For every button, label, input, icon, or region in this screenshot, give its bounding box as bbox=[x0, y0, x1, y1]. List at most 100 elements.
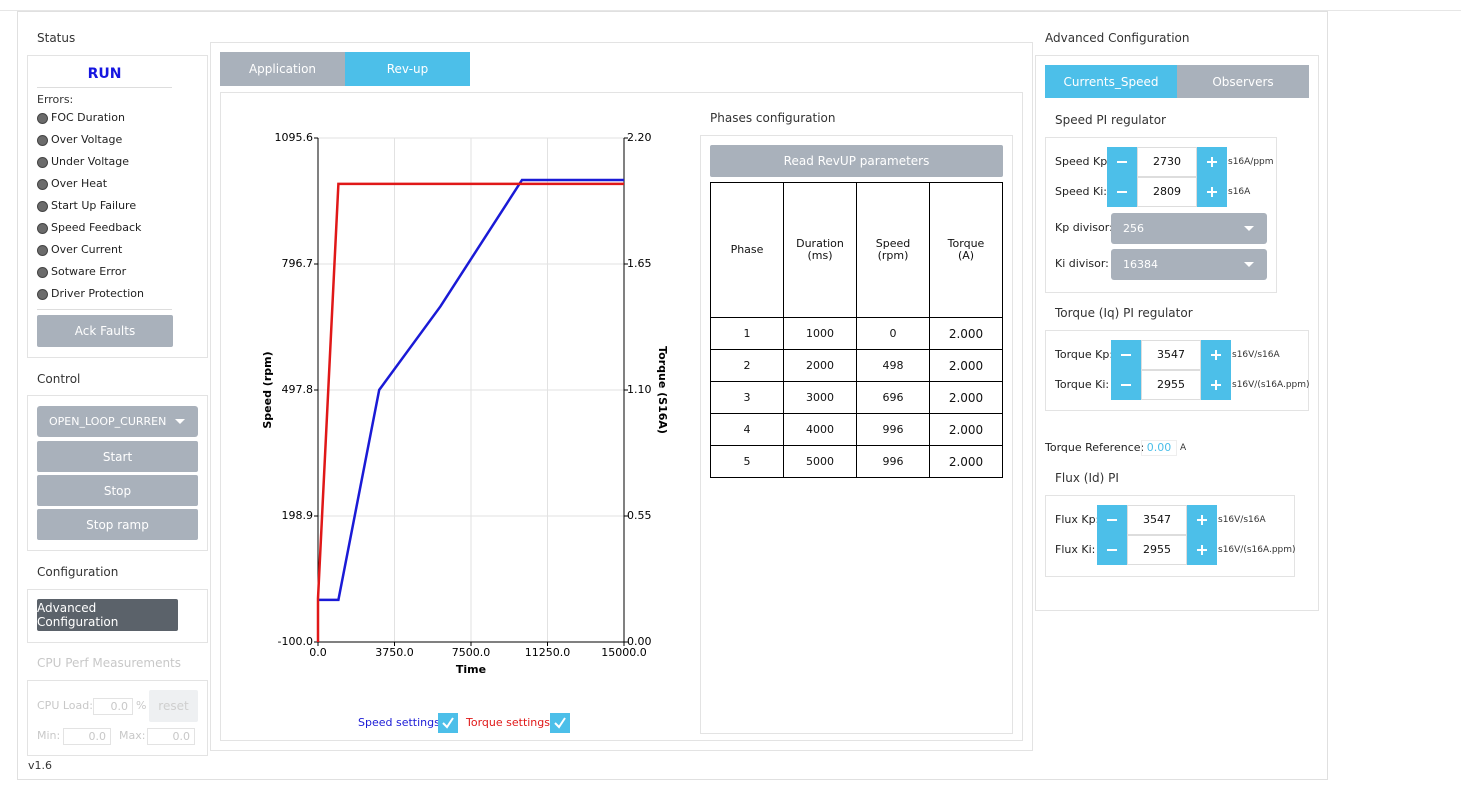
error-label: Start Up Failure bbox=[51, 199, 137, 212]
table-cell: 2000 bbox=[783, 349, 857, 382]
table-cell: 996 bbox=[856, 445, 930, 478]
torque-pi-title: Torque (Iq) PI regulator bbox=[1055, 306, 1193, 320]
table-cell: 2.000 bbox=[929, 317, 1003, 350]
cpu-title: CPU Perf Measurements bbox=[37, 656, 182, 670]
error-led bbox=[37, 245, 48, 256]
torque-ref-label: Torque Reference: bbox=[1045, 441, 1145, 454]
cpu-load-unit: % bbox=[136, 699, 147, 712]
minus-button[interactable] bbox=[1097, 535, 1127, 565]
error-led bbox=[37, 113, 48, 124]
table-cell: 4 bbox=[710, 413, 784, 446]
header-text: Torque bbox=[947, 237, 985, 250]
divisor-dropdown[interactable]: 256 bbox=[1111, 213, 1267, 244]
header-text: (A) bbox=[957, 249, 975, 262]
spin-label: Flux Kp: bbox=[1055, 513, 1100, 526]
y2-axis-title: Torque (S16A) bbox=[656, 346, 669, 434]
tab-observers[interactable]: Observers bbox=[1177, 65, 1309, 98]
table-cell: 498 bbox=[856, 349, 930, 382]
spin-value[interactable]: 2955 bbox=[1127, 535, 1187, 565]
error-led bbox=[37, 157, 48, 168]
minus-button[interactable] bbox=[1111, 340, 1141, 370]
table-cell: 0 bbox=[856, 317, 930, 350]
table-cell: 696 bbox=[856, 381, 930, 414]
errors-label: Errors: bbox=[37, 93, 74, 106]
spin-unit: s16V/(s16A.ppm) bbox=[1218, 545, 1296, 555]
plus-button[interactable] bbox=[1201, 340, 1231, 370]
torque-ref-value[interactable]: 0.00 bbox=[1141, 440, 1177, 456]
table-header-cell: Duration (ms) bbox=[783, 182, 857, 318]
minus-button[interactable] bbox=[1111, 370, 1141, 400]
check-icon bbox=[442, 717, 454, 729]
spin-value[interactable]: 3547 bbox=[1141, 340, 1201, 370]
minus-button[interactable] bbox=[1107, 147, 1137, 177]
max-label: Max: bbox=[119, 729, 146, 742]
spin-unit: s16A/ppm bbox=[1228, 157, 1274, 167]
cpu-load-field: 0.0 bbox=[93, 698, 133, 715]
header-text: Phase bbox=[730, 243, 764, 256]
plus-button[interactable] bbox=[1197, 147, 1227, 177]
y2-tick-label: 2.20 bbox=[627, 131, 652, 144]
y-tick-label: 497.8 bbox=[282, 383, 314, 396]
y-tick-label: 198.9 bbox=[282, 509, 314, 522]
control-button[interactable]: Stop bbox=[37, 475, 198, 506]
header-text: Duration bbox=[796, 237, 844, 250]
legend-checkbox[interactable] bbox=[438, 713, 458, 733]
spin-value[interactable]: 2730 bbox=[1137, 147, 1197, 177]
error-led bbox=[37, 267, 48, 278]
table-cell: 2.000 bbox=[929, 381, 1003, 414]
tab-currents-speed[interactable]: Currents_Speed bbox=[1045, 65, 1177, 98]
error-label: Over Current bbox=[51, 243, 123, 256]
divisor-label: Ki divisor: bbox=[1055, 257, 1109, 270]
x-tick-label: 0.0 bbox=[309, 646, 327, 659]
advanced-config-button[interactable]: Advanced Configuration bbox=[37, 599, 178, 631]
y-tick-label: 1095.6 bbox=[275, 131, 314, 144]
mode-dropdown[interactable]: OPEN_LOOP_CURREN bbox=[37, 406, 198, 437]
header-text: (rpm) bbox=[877, 249, 909, 262]
control-button[interactable]: Stop ramp bbox=[37, 509, 198, 540]
read-revup-button[interactable]: Read RevUP parameters bbox=[710, 145, 1003, 177]
reset-button[interactable]: reset bbox=[149, 690, 198, 722]
error-led bbox=[37, 289, 48, 300]
minus-button[interactable] bbox=[1097, 505, 1127, 535]
divisor-dropdown[interactable]: 16384 bbox=[1111, 249, 1267, 280]
control-button[interactable]: Start bbox=[37, 441, 198, 472]
error-led bbox=[37, 223, 48, 234]
spin-label: Torque Ki: bbox=[1055, 378, 1110, 391]
spin-value[interactable]: 2955 bbox=[1141, 370, 1201, 400]
speed-pi-title: Speed PI regulator bbox=[1055, 113, 1166, 127]
tab-application[interactable]: Application bbox=[220, 52, 345, 86]
table-cell: 1 bbox=[710, 317, 784, 350]
x-tick-label: 7500.0 bbox=[452, 646, 491, 659]
plus-button[interactable] bbox=[1201, 370, 1231, 400]
legend-checkbox[interactable] bbox=[550, 713, 570, 733]
header-text: (ms) bbox=[807, 249, 833, 262]
tab-revup[interactable]: Rev-up bbox=[345, 52, 470, 86]
main-panel bbox=[17, 11, 1328, 780]
plus-button[interactable] bbox=[1187, 535, 1217, 565]
x-axis-title: Time bbox=[456, 663, 486, 676]
advanced-title: Advanced Configuration bbox=[1045, 31, 1190, 45]
table-cell: 3000 bbox=[783, 381, 857, 414]
table-cell: 2.000 bbox=[929, 445, 1003, 478]
spin-unit: s16V/(s16A.ppm) bbox=[1232, 380, 1310, 390]
y-axis-title: Speed (rpm) bbox=[261, 351, 274, 428]
y2-tick-label: 0.55 bbox=[627, 509, 652, 522]
series-line bbox=[318, 178, 624, 602]
plus-button[interactable] bbox=[1197, 177, 1227, 207]
minus-button[interactable] bbox=[1107, 177, 1137, 207]
min-label: Min: bbox=[37, 729, 61, 742]
version: v1.6 bbox=[28, 759, 53, 772]
plus-button[interactable] bbox=[1187, 505, 1217, 535]
ack-faults-button[interactable]: Ack Faults bbox=[37, 315, 173, 347]
spin-value[interactable]: 2809 bbox=[1137, 177, 1197, 207]
spin-unit: s16V/s16A bbox=[1232, 350, 1280, 360]
error-label: Over Voltage bbox=[51, 133, 123, 146]
max-field: 0.0 bbox=[147, 728, 195, 745]
error-label: Under Voltage bbox=[51, 155, 130, 168]
table-cell: 5 bbox=[710, 445, 784, 478]
spin-value[interactable]: 3547 bbox=[1127, 505, 1187, 535]
y-tick-label: -100.0 bbox=[278, 635, 313, 648]
y2-tick-label: 1.65 bbox=[627, 257, 652, 270]
spin-unit: s16A bbox=[1228, 187, 1251, 197]
